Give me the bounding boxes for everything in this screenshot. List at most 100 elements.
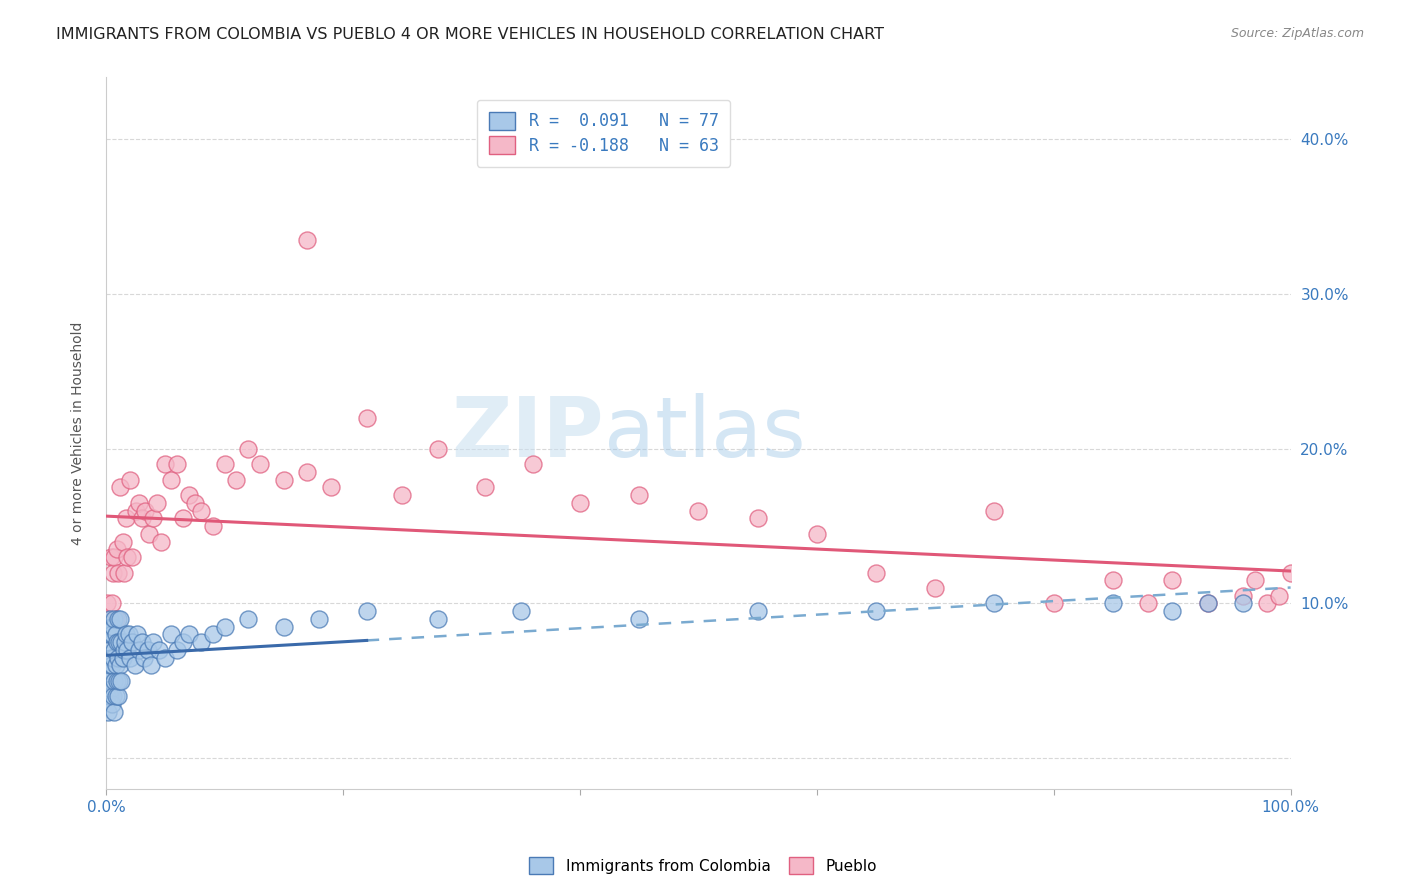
Point xyxy=(97,673,120,688)
Point xyxy=(128,496,150,510)
Point xyxy=(121,550,143,565)
Point xyxy=(142,511,165,525)
Point xyxy=(101,566,124,580)
Point xyxy=(297,465,319,479)
Point xyxy=(747,511,769,525)
Point xyxy=(190,503,212,517)
Point xyxy=(273,473,295,487)
Point xyxy=(101,620,124,634)
Point xyxy=(155,650,177,665)
Point xyxy=(391,488,413,502)
Point xyxy=(121,635,143,649)
Point xyxy=(1042,597,1064,611)
Point xyxy=(155,457,177,471)
Legend: R =  0.091   N = 77, R = -0.188   N = 63: R = 0.091 N = 77, R = -0.188 N = 63 xyxy=(477,100,730,167)
Point xyxy=(103,643,125,657)
Point xyxy=(146,496,169,510)
Point xyxy=(104,658,127,673)
Point xyxy=(101,627,124,641)
Point xyxy=(97,627,120,641)
Point xyxy=(97,612,120,626)
Point xyxy=(101,658,124,673)
Point xyxy=(172,635,194,649)
Point xyxy=(139,658,162,673)
Point xyxy=(117,550,139,565)
Point xyxy=(1256,597,1278,611)
Point xyxy=(214,620,236,634)
Point xyxy=(1161,604,1184,618)
Point xyxy=(110,635,132,649)
Point xyxy=(108,635,131,649)
Point xyxy=(142,635,165,649)
Point xyxy=(426,442,449,456)
Point xyxy=(105,542,128,557)
Point xyxy=(177,488,200,502)
Point xyxy=(225,473,247,487)
Point xyxy=(297,233,319,247)
Point xyxy=(1267,589,1289,603)
Point xyxy=(98,612,121,626)
Point xyxy=(426,612,449,626)
Point xyxy=(110,673,132,688)
Point xyxy=(160,473,183,487)
Point xyxy=(107,650,129,665)
Point xyxy=(132,650,155,665)
Point xyxy=(108,673,131,688)
Point xyxy=(148,643,170,657)
Point xyxy=(924,581,946,595)
Point xyxy=(201,627,224,641)
Point xyxy=(865,566,887,580)
Point xyxy=(1102,574,1125,588)
Point xyxy=(104,690,127,704)
Point xyxy=(96,597,118,611)
Point xyxy=(107,690,129,704)
Point xyxy=(131,511,153,525)
Point xyxy=(96,635,118,649)
Point xyxy=(166,643,188,657)
Point xyxy=(356,410,378,425)
Point xyxy=(98,690,121,704)
Point xyxy=(96,690,118,704)
Point xyxy=(806,526,828,541)
Point xyxy=(172,511,194,525)
Point xyxy=(1244,574,1267,588)
Point xyxy=(96,658,118,673)
Point xyxy=(184,496,207,510)
Text: ZIP: ZIP xyxy=(451,392,603,474)
Text: atlas: atlas xyxy=(603,392,806,474)
Point xyxy=(125,627,148,641)
Point xyxy=(865,604,887,618)
Point xyxy=(628,488,651,502)
Point xyxy=(190,635,212,649)
Point xyxy=(1197,597,1219,611)
Point xyxy=(97,666,120,681)
Point xyxy=(1102,597,1125,611)
Point xyxy=(105,635,128,649)
Point xyxy=(1232,589,1254,603)
Point xyxy=(110,658,132,673)
Point xyxy=(118,650,141,665)
Point xyxy=(201,519,224,533)
Point xyxy=(238,612,260,626)
Point xyxy=(114,635,136,649)
Text: Source: ZipAtlas.com: Source: ZipAtlas.com xyxy=(1230,27,1364,40)
Point xyxy=(104,627,127,641)
Point xyxy=(103,550,125,565)
Point xyxy=(98,627,121,641)
Point xyxy=(136,643,159,657)
Point xyxy=(983,503,1005,517)
Point xyxy=(103,612,125,626)
Legend: Immigrants from Colombia, Pueblo: Immigrants from Colombia, Pueblo xyxy=(523,851,883,880)
Point xyxy=(118,473,141,487)
Point xyxy=(177,627,200,641)
Point xyxy=(101,650,124,665)
Point xyxy=(522,457,544,471)
Point xyxy=(138,526,160,541)
Point xyxy=(105,673,128,688)
Point xyxy=(474,480,496,494)
Point xyxy=(983,597,1005,611)
Point xyxy=(100,650,122,665)
Point xyxy=(321,480,343,494)
Point xyxy=(509,604,531,618)
Point xyxy=(238,442,260,456)
